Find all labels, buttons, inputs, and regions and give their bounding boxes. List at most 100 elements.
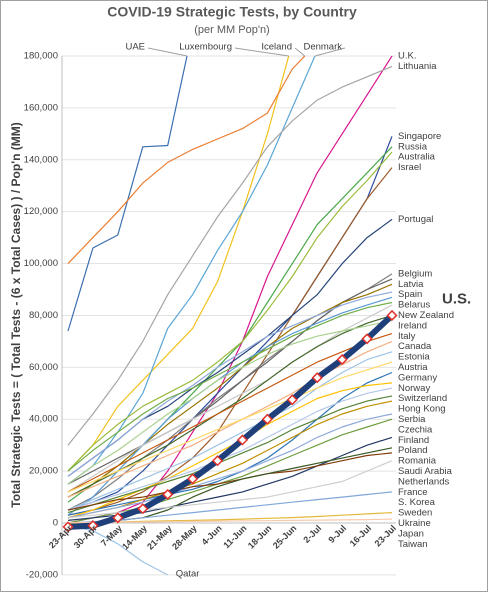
series-line (67, 382, 393, 519)
series-label: Sweden (398, 508, 432, 519)
series-line (67, 56, 393, 524)
series-label: New Zealand (398, 310, 454, 321)
y-tick-label: 100,000 (24, 258, 58, 269)
data-marker (386, 309, 398, 322)
series-line (67, 525, 168, 576)
series-label: S. Korea (398, 497, 436, 508)
series-line (67, 151, 393, 472)
series-line (67, 491, 393, 524)
series-label: Hong Kong (398, 404, 446, 415)
y-tick-label: 160,000 (24, 102, 58, 113)
series-label: Denmark (303, 42, 342, 53)
y-tick-label: 0 (53, 518, 58, 529)
series-line (67, 278, 393, 485)
series-label: Japan (398, 528, 424, 539)
series-line (67, 167, 393, 516)
data-marker (261, 413, 273, 425)
series-label: Taiwan (398, 539, 428, 550)
series-label: Finland (398, 435, 429, 446)
series-label: Lithuania (398, 61, 437, 72)
y-tick-label: 80,000 (29, 310, 58, 321)
series-line (67, 340, 393, 498)
series-label: Germany (398, 372, 437, 383)
series-line (67, 283, 393, 498)
series-label: Singapore (398, 131, 441, 142)
data-marker (236, 434, 249, 446)
leader-line (147, 47, 188, 57)
series-line (67, 56, 188, 332)
series-line (67, 56, 290, 472)
y-tick-label: 120,000 (24, 206, 58, 217)
series-label: Serbia (398, 414, 426, 425)
series-line (67, 291, 393, 477)
leader-line (234, 47, 289, 57)
series-line (67, 296, 393, 516)
data-marker (187, 473, 199, 485)
series-label: U.S. (442, 290, 471, 307)
series-label: Canada (398, 341, 432, 352)
series-label: Iceland (261, 42, 292, 53)
chart-subtitle: (per MM Pop'n) (194, 24, 269, 36)
series-label: Saudi Arabia (398, 466, 453, 477)
series-label: Ireland (398, 320, 427, 331)
plot-lines (67, 56, 395, 576)
series-line (67, 56, 306, 265)
series-line (67, 320, 393, 485)
series-line (67, 413, 393, 519)
data-marker (62, 521, 74, 533)
series-label: U.K. (398, 51, 416, 62)
series-label: Estonia (398, 352, 430, 363)
y-tick-label: 140,000 (24, 154, 58, 165)
data-marker (112, 512, 124, 524)
series-line (67, 361, 393, 493)
data-marker (137, 503, 149, 515)
leader-line (294, 47, 306, 57)
series-line (67, 395, 393, 514)
data-marker (311, 372, 323, 384)
series-line (67, 387, 393, 511)
series-line (67, 452, 393, 511)
series-line (67, 304, 393, 493)
series-label: Israel (398, 162, 421, 173)
y-tick-label: 60,000 (29, 362, 58, 373)
series-line (67, 56, 316, 485)
series-label: Australia (398, 152, 436, 163)
series-line (67, 371, 393, 516)
series-label: Portugal (398, 214, 433, 225)
y-tick-label: 180,000 (24, 51, 58, 62)
series-label: Spain (398, 289, 422, 300)
series-label: Poland (398, 445, 428, 456)
y-tick-label: 20,000 (29, 466, 58, 477)
series-label: Belgium (398, 268, 432, 279)
series-line (67, 313, 395, 530)
series-label: Belarus (398, 300, 430, 311)
data-marker (286, 394, 298, 406)
series-label: Italy (398, 331, 416, 342)
series-label: Ukraine (398, 518, 431, 529)
series-label: UAE (125, 42, 145, 53)
data-marker (211, 455, 224, 467)
series-label: Qatar (176, 568, 200, 579)
series-line (67, 65, 393, 446)
series-line (67, 333, 393, 493)
data-marker (162, 488, 174, 501)
series-label: Austria (398, 362, 428, 373)
series-line (67, 351, 393, 511)
leader-line (314, 47, 346, 57)
series-label: Romania (398, 456, 437, 467)
series-label: Netherlands (398, 476, 449, 487)
data-marker (361, 333, 373, 345)
y-axis-label: Total Strategic Tests = ( Total Tests - … (9, 122, 23, 507)
series-label: Norway (398, 383, 430, 394)
series-label: Luxembourg (179, 42, 232, 53)
series-label: Latvia (398, 279, 424, 290)
series-label: Czechia (398, 424, 433, 435)
series-line (67, 518, 393, 524)
series-line (67, 301, 393, 472)
series-line (67, 460, 393, 519)
chart-title: COVID-19 Strategic Tests, by Country (107, 4, 357, 20)
y-tick-label: 40,000 (29, 414, 58, 425)
data-marker (87, 520, 99, 532)
series-label: Switzerland (398, 393, 447, 404)
